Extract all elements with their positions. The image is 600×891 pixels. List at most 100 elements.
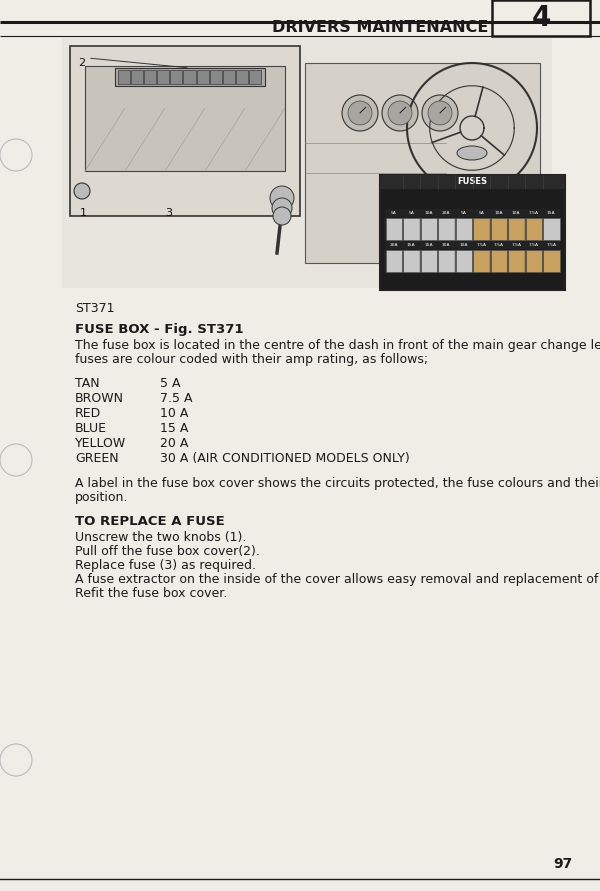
- Text: 20 A: 20 A: [160, 437, 188, 450]
- Text: 5A: 5A: [409, 211, 414, 215]
- Text: 10A: 10A: [442, 243, 451, 247]
- Circle shape: [422, 95, 458, 131]
- Circle shape: [428, 101, 452, 125]
- Text: FUSES: FUSES: [458, 177, 487, 186]
- Bar: [380, 175, 565, 189]
- Text: 7.5A: 7.5A: [546, 243, 556, 247]
- Text: 7.5A: 7.5A: [529, 211, 539, 215]
- Text: 10A: 10A: [460, 243, 468, 247]
- Text: 7.5A: 7.5A: [529, 243, 539, 247]
- Bar: [473, 250, 490, 272]
- Bar: [305, 63, 540, 263]
- Bar: [62, 38, 552, 288]
- Bar: [115, 68, 265, 86]
- Text: FUSE BOX - Fig. ST371: FUSE BOX - Fig. ST371: [75, 323, 244, 336]
- Bar: [380, 175, 565, 290]
- Text: 20A: 20A: [442, 211, 451, 215]
- Text: GREEN: GREEN: [75, 452, 119, 465]
- Text: 5 A: 5 A: [160, 377, 181, 390]
- Bar: [386, 250, 402, 272]
- Text: 7.5A: 7.5A: [494, 243, 504, 247]
- Bar: [491, 218, 507, 240]
- Text: 2: 2: [78, 58, 85, 68]
- Text: Refit the fuse box cover.: Refit the fuse box cover.: [75, 587, 227, 600]
- Circle shape: [0, 444, 32, 476]
- Circle shape: [0, 744, 32, 776]
- Text: 7.5 A: 7.5 A: [160, 392, 193, 405]
- Text: 97: 97: [553, 857, 572, 871]
- Bar: [421, 250, 437, 272]
- Bar: [403, 250, 419, 272]
- Text: Unscrew the two knobs (1).: Unscrew the two knobs (1).: [75, 531, 247, 544]
- Bar: [526, 250, 542, 272]
- Text: RED: RED: [75, 407, 101, 420]
- Text: position.: position.: [75, 491, 128, 504]
- Bar: [197, 70, 209, 84]
- Bar: [70, 46, 300, 216]
- Text: BROWN: BROWN: [75, 392, 124, 405]
- Text: 15A: 15A: [407, 243, 416, 247]
- Bar: [236, 70, 248, 84]
- Text: 10 A: 10 A: [160, 407, 188, 420]
- Text: The fuse box is located in the centre of the dash in front of the main gear chan: The fuse box is located in the centre of…: [75, 339, 600, 352]
- Text: Replace fuse (3) as required.: Replace fuse (3) as required.: [75, 559, 256, 572]
- Bar: [403, 218, 419, 240]
- Bar: [438, 250, 455, 272]
- Bar: [385, 241, 560, 249]
- Bar: [157, 70, 169, 84]
- Text: A label in the fuse box cover shows the circuits protected, the fuse colours and: A label in the fuse box cover shows the …: [75, 477, 600, 490]
- Text: ST371: ST371: [75, 302, 115, 315]
- Text: YELLOW: YELLOW: [75, 437, 126, 450]
- Bar: [223, 70, 235, 84]
- Bar: [438, 218, 455, 240]
- Bar: [508, 218, 524, 240]
- Bar: [118, 70, 130, 84]
- Circle shape: [270, 186, 294, 210]
- Text: 10A: 10A: [494, 211, 503, 215]
- Bar: [543, 250, 560, 272]
- Text: 7.5A: 7.5A: [511, 243, 521, 247]
- Circle shape: [74, 183, 90, 199]
- Bar: [144, 70, 156, 84]
- Circle shape: [272, 198, 292, 218]
- Text: A fuse extractor on the inside of the cover allows easy removal and replacement : A fuse extractor on the inside of the co…: [75, 573, 600, 586]
- Text: 1: 1: [80, 208, 87, 218]
- Circle shape: [348, 101, 372, 125]
- Text: DRIVERS MAINTENANCE: DRIVERS MAINTENANCE: [272, 20, 488, 36]
- Text: fuses are colour coded with their amp rating, as follows;: fuses are colour coded with their amp ra…: [75, 353, 428, 366]
- Bar: [526, 218, 542, 240]
- Text: 10A: 10A: [512, 211, 521, 215]
- Circle shape: [388, 101, 412, 125]
- Text: BLUE: BLUE: [75, 422, 107, 435]
- Text: 3: 3: [165, 208, 172, 218]
- Text: 4: 4: [532, 4, 551, 32]
- Bar: [421, 218, 437, 240]
- Ellipse shape: [457, 146, 487, 160]
- Circle shape: [273, 207, 291, 225]
- Bar: [249, 70, 261, 84]
- Bar: [184, 70, 196, 84]
- Text: 5A: 5A: [391, 211, 397, 215]
- Text: 15A: 15A: [547, 211, 556, 215]
- Text: Pull off the fuse box cover(2).: Pull off the fuse box cover(2).: [75, 545, 260, 558]
- Text: 10A: 10A: [425, 211, 433, 215]
- Text: TO REPLACE A FUSE: TO REPLACE A FUSE: [75, 515, 225, 528]
- Text: 5A: 5A: [478, 211, 484, 215]
- Text: 7.5A: 7.5A: [476, 243, 486, 247]
- Bar: [543, 218, 560, 240]
- Bar: [508, 250, 524, 272]
- Bar: [473, 218, 490, 240]
- Text: 30 A (AIR CONDITIONED MODELS ONLY): 30 A (AIR CONDITIONED MODELS ONLY): [160, 452, 410, 465]
- Bar: [385, 209, 560, 217]
- Bar: [455, 250, 472, 272]
- Text: TAN: TAN: [75, 377, 100, 390]
- Bar: [131, 70, 143, 84]
- Text: 15A: 15A: [424, 243, 433, 247]
- Bar: [455, 218, 472, 240]
- Bar: [85, 66, 285, 171]
- Bar: [386, 218, 402, 240]
- Circle shape: [342, 95, 378, 131]
- Bar: [492, 0, 590, 36]
- Bar: [491, 250, 507, 272]
- Text: 15 A: 15 A: [160, 422, 188, 435]
